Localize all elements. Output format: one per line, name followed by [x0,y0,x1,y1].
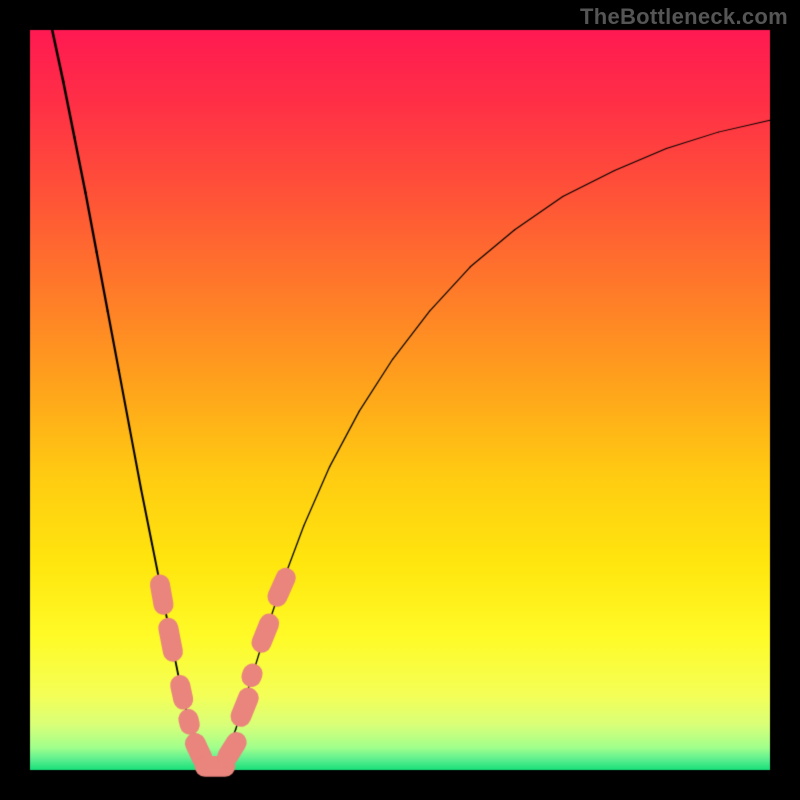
bottleneck-chart-canvas [0,0,800,800]
watermark-text: TheBottleneck.com [580,4,788,30]
